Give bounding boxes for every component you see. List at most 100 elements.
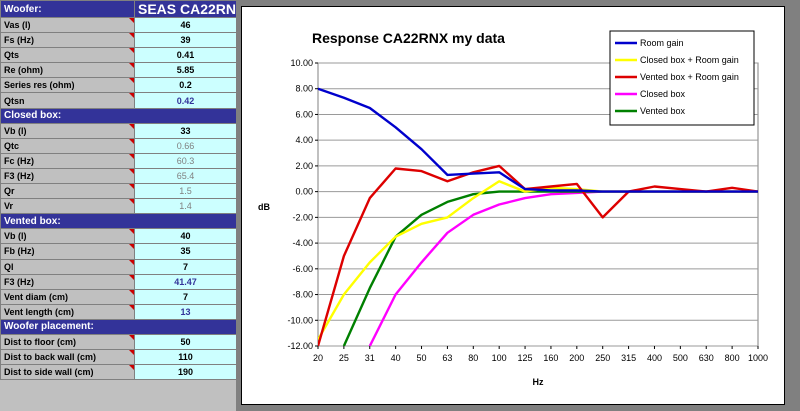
- section-vented-box: Vented box:: [0, 213, 237, 230]
- x-tick-label: 630: [699, 353, 714, 363]
- vented-box-param-value[interactable]: 7: [134, 258, 237, 275]
- closed-box-row: Vb (l) 33: [0, 122, 237, 139]
- y-tick-label: -6.00: [292, 264, 313, 274]
- comment-marker-icon[interactable]: [129, 244, 134, 250]
- woofer-param-value[interactable]: 0.41: [134, 47, 237, 64]
- vented-box-row: F3 (Hz) 41.47: [0, 273, 237, 290]
- section-closed-box-label: Closed box:: [0, 107, 237, 124]
- comment-marker-icon[interactable]: [129, 335, 134, 340]
- section-woofer: Woofer: SEAS CA22RNX: [0, 0, 237, 18]
- comment-marker-icon[interactable]: [129, 365, 134, 371]
- placement-param-value[interactable]: 50: [134, 333, 237, 351]
- closed-box-param-value[interactable]: 60.3: [134, 152, 237, 169]
- woofer-param-label: Re (ohm): [0, 62, 135, 79]
- comment-marker-icon[interactable]: [129, 290, 134, 295]
- closed-box-param-label: Vb (l): [0, 122, 135, 139]
- vented-box-param-label: Fb (Hz): [0, 243, 135, 260]
- vented-box-param-value[interactable]: 35: [134, 243, 237, 260]
- y-tick-label: 6.00: [295, 109, 313, 119]
- placement-param-label: Dist to back wall (cm): [0, 349, 135, 366]
- legend-entry: Closed box + Room gain: [640, 55, 739, 65]
- placement-row: Dist to side wall (cm) 190: [0, 364, 237, 381]
- comment-marker-icon[interactable]: [129, 169, 134, 174]
- x-tick-label: 50: [417, 353, 427, 363]
- comment-marker-icon[interactable]: [129, 275, 134, 280]
- series-line-vented-room: [318, 164, 758, 346]
- response-chart: Response CA22RNX my data 10.00 8.00 6.00 4.0…: [241, 6, 785, 405]
- vented-box-param-value[interactable]: 40: [134, 228, 237, 245]
- section-woofer-label: Woofer:: [0, 0, 135, 18]
- vented-box-param-label: Vb (l): [0, 228, 135, 245]
- woofer-param-value[interactable]: 46: [134, 16, 237, 34]
- placement-param-value[interactable]: 190: [134, 364, 237, 381]
- vented-box-param-value[interactable]: 13: [134, 303, 237, 320]
- woofer-param-value[interactable]: 5.85: [134, 62, 237, 79]
- x-tick-label: 500: [673, 353, 688, 363]
- y-tick-label: -8.00: [292, 290, 313, 300]
- comment-marker-icon[interactable]: [129, 154, 134, 159]
- y-tick-label: 4.00: [295, 135, 313, 145]
- section-placement-label: Woofer placement:: [0, 318, 237, 335]
- legend-entry: Vented box + Room gain: [640, 72, 739, 82]
- y-tick-label: -12.00: [287, 341, 313, 351]
- y-tick-label: -10.00: [287, 315, 313, 325]
- comment-marker-icon[interactable]: [129, 199, 134, 205]
- y-axis-label: dB: [258, 202, 270, 212]
- woofer-row: Fs (Hz) 39: [0, 32, 237, 49]
- comment-marker-icon[interactable]: [129, 124, 134, 129]
- comment-marker-icon[interactable]: [129, 350, 134, 356]
- placement-row: Dist to floor (cm) 50: [0, 333, 237, 351]
- woofer-param-value[interactable]: 0.2: [134, 77, 237, 94]
- y-tick-label: -4.00: [292, 238, 313, 248]
- response-chart-svg: Response CA22RNX my data 10.00 8.00 6.00 4.0…: [258, 30, 768, 387]
- closed-box-param-value[interactable]: 33: [134, 122, 237, 139]
- woofer-param-label: Qtsn: [0, 92, 135, 109]
- x-tick-label: 31: [365, 353, 375, 363]
- woofer-param-label: Qts: [0, 47, 135, 64]
- closed-box-row: Vr 1.4: [0, 198, 237, 215]
- parameter-table-body: Woofer: SEAS CA22RNX Vas (l) 46 Fs (Hz) 39 Q…: [0, 0, 237, 381]
- woofer-model-name[interactable]: SEAS CA22RNX: [134, 0, 237, 18]
- vented-box-param-label: Ql: [0, 258, 135, 275]
- closed-box-param-label: F3 (Hz): [0, 167, 135, 185]
- section-closed-box: Closed box:: [0, 107, 237, 124]
- vented-box-row: Vent length (cm) 13: [0, 303, 237, 320]
- closed-box-row: Qr 1.5: [0, 183, 237, 200]
- x-tick-label: 400: [647, 353, 662, 363]
- vented-box-param-value[interactable]: 7: [134, 288, 237, 305]
- closed-box-param-value[interactable]: 65.4: [134, 167, 237, 185]
- x-tick-label: 315: [621, 353, 636, 363]
- comment-marker-icon[interactable]: [129, 18, 134, 23]
- comment-marker-icon[interactable]: [129, 229, 134, 235]
- comment-marker-icon[interactable]: [129, 78, 134, 84]
- vented-box-param-value[interactable]: 41.47: [134, 273, 237, 290]
- x-tick-label: 250: [595, 353, 610, 363]
- x-tick-label: 160: [543, 353, 558, 363]
- comment-marker-icon[interactable]: [129, 305, 134, 310]
- placement-param-label: Dist to side wall (cm): [0, 364, 135, 381]
- x-tick-label: 100: [492, 353, 507, 363]
- vented-box-row: Vb (l) 40: [0, 228, 237, 245]
- comment-marker-icon[interactable]: [129, 33, 134, 39]
- vented-box-row: Vent diam (cm) 7: [0, 288, 237, 305]
- x-tick-label: 125: [518, 353, 533, 363]
- comment-marker-icon[interactable]: [129, 63, 134, 69]
- section-vented-box-label: Vented box:: [0, 213, 237, 230]
- comment-marker-icon[interactable]: [129, 184, 134, 190]
- placement-param-value[interactable]: 110: [134, 349, 237, 366]
- x-tick-label: 20: [313, 353, 323, 363]
- x-axis-label: Hz: [533, 377, 544, 387]
- comment-marker-icon[interactable]: [129, 139, 134, 144]
- woofer-param-value[interactable]: 39: [134, 32, 237, 49]
- x-tick-label: 63: [442, 353, 452, 363]
- closed-box-param-value[interactable]: 1.4: [134, 198, 237, 215]
- comment-marker-icon[interactable]: [129, 93, 134, 99]
- chart-title: Response CA22RNX my data: [312, 30, 505, 46]
- comment-marker-icon[interactable]: [129, 48, 134, 54]
- woofer-param-value[interactable]: 0.42: [134, 92, 237, 109]
- comment-marker-icon[interactable]: [129, 260, 134, 265]
- closed-box-param-value[interactable]: 0.66: [134, 137, 237, 154]
- closed-box-param-value[interactable]: 1.5: [134, 183, 237, 200]
- woofer-row: Series res (ohm) 0.2: [0, 77, 237, 94]
- closed-box-param-label: Qr: [0, 183, 135, 200]
